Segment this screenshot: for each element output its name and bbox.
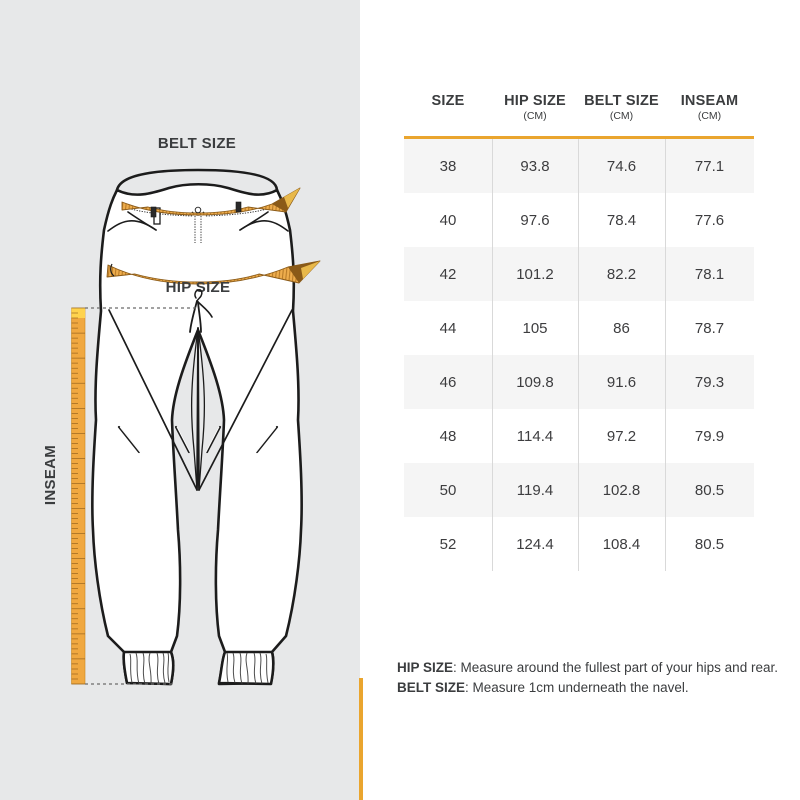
- svg-text:BELT SIZE: BELT SIZE: [158, 135, 236, 152]
- svg-text:INSEAM: INSEAM: [42, 445, 59, 505]
- svg-text:HIP SIZE: HIP SIZE: [166, 279, 231, 296]
